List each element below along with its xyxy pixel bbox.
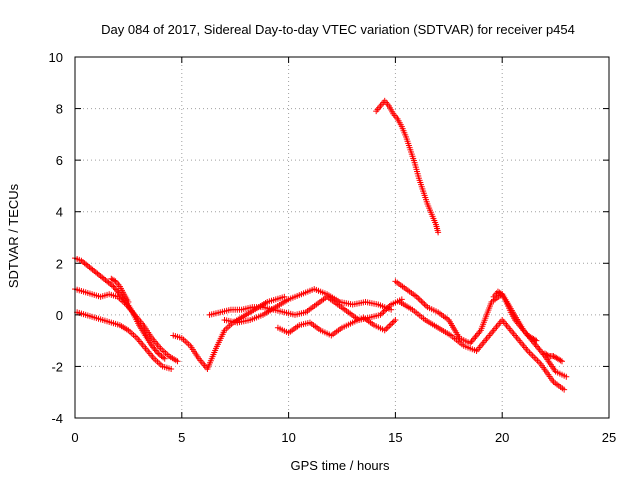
- data-point-3-end: [125, 298, 132, 305]
- data-point-7-10-5: [389, 319, 396, 326]
- x-tick-label-2: 10: [281, 430, 295, 445]
- data-point-0-end: [161, 355, 168, 362]
- chart-title: Day 084 of 2017, Sidereal Day-to-day VTE…: [101, 22, 575, 37]
- data-point-6-end: [388, 306, 395, 313]
- data-point-12-0-2: [544, 352, 551, 359]
- x-tick-label-4: 20: [495, 430, 509, 445]
- data-point-7-10-3: [386, 322, 393, 329]
- data-point-12-3-2: [557, 357, 564, 364]
- data-point-12-end: [559, 358, 566, 365]
- y-tick-label-4: 4: [56, 205, 63, 220]
- data-point-4-end: [281, 293, 288, 300]
- y-tick-label-1: -2: [51, 359, 63, 374]
- data-point-7-10-2: [384, 324, 391, 331]
- data-point-11-9-2: [531, 336, 538, 343]
- plot-frame: [74, 56, 610, 419]
- x-tick-label-5: 25: [602, 430, 616, 445]
- data-point-2-end: [168, 366, 175, 373]
- data-point-7-10-1: [383, 325, 390, 332]
- data-point-1-end: [174, 358, 181, 365]
- grid-layer: [75, 57, 609, 418]
- data-point-9-2-1: [415, 295, 422, 302]
- x-tick-label-3: 15: [388, 430, 402, 445]
- y-tick-label-3: 2: [56, 256, 63, 271]
- x-tick-label-1: 5: [178, 430, 185, 445]
- data-point-7-10-4: [387, 321, 394, 328]
- data-point-8-end: [435, 229, 442, 236]
- data-point-7-10-6: [390, 318, 397, 325]
- data-point-7-end: [392, 317, 399, 324]
- axes-layer: 0 5 10 15 20 25 -4 -2 0 2 4 6 8 10: [49, 50, 617, 445]
- x-tick-label-0: 0: [71, 430, 78, 445]
- y-axis-label: SDTVAR / TECUs: [6, 183, 21, 288]
- y-tick-label-2: 0: [56, 308, 63, 323]
- data-point-3-0-2: [111, 277, 118, 284]
- data-point-9-2-3: [418, 298, 425, 305]
- y-tick-label-5: 6: [56, 153, 63, 168]
- y-tick-label-7: 10: [49, 50, 63, 65]
- data-point-10-end: [561, 386, 568, 393]
- y-tick-label-0: -4: [51, 411, 63, 426]
- data-point-9-2-2: [416, 296, 423, 303]
- data-point-9-end: [563, 373, 570, 380]
- x-axis-label: GPS time / hours: [291, 458, 390, 473]
- points-layer: [72, 97, 570, 393]
- y-tick-label-6: 8: [56, 102, 63, 117]
- data-point-11-end: [533, 337, 540, 344]
- data-point-9-2-4: [419, 299, 426, 306]
- data-point-5-16-2: [380, 308, 387, 315]
- data-point-9-2-5: [421, 301, 428, 308]
